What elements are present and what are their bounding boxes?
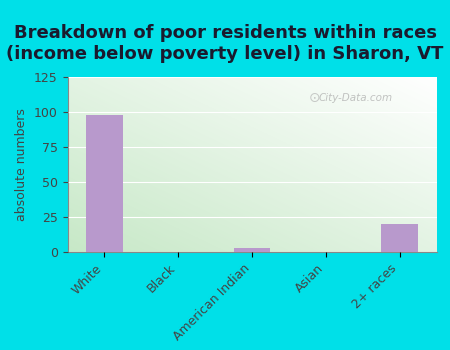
Text: ⊙: ⊙ xyxy=(309,91,320,105)
Bar xyxy=(86,115,123,252)
Y-axis label: absolute numbers: absolute numbers xyxy=(15,108,28,221)
Text: City-Data.com: City-Data.com xyxy=(318,93,392,103)
Text: Breakdown of poor residents within races
(income below poverty level) in Sharon,: Breakdown of poor residents within races… xyxy=(6,25,444,63)
Bar xyxy=(381,224,418,252)
Bar xyxy=(234,248,270,252)
